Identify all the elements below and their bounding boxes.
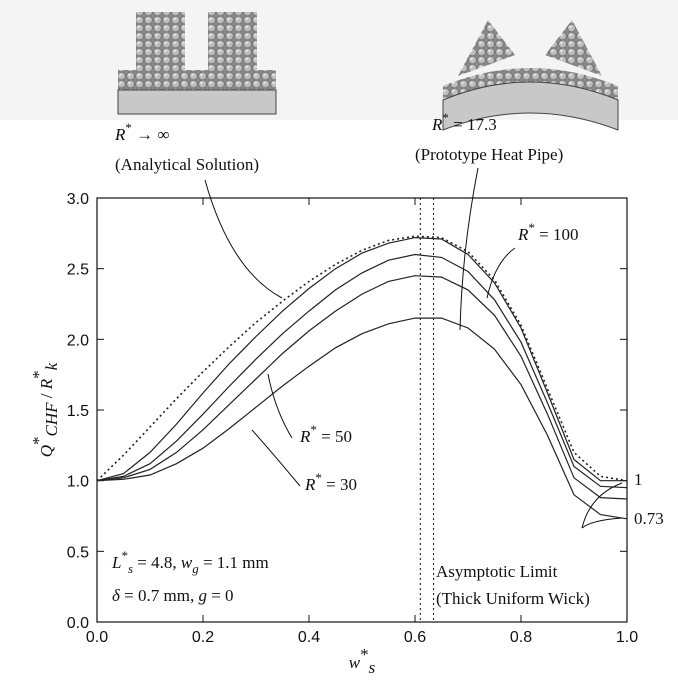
annotation-part: = 4.8, (133, 553, 181, 572)
annotation: (Analytical Solution) (115, 155, 259, 174)
annotation-part: * (125, 120, 132, 135)
x-axis-label-part: * (360, 645, 369, 664)
curve (96, 253, 628, 489)
leader-line (486, 247, 516, 299)
annotation-part: = 30 (322, 475, 357, 494)
annotation-part: * (528, 220, 535, 235)
leader-line (581, 482, 623, 529)
annotation-part: (Thick Uniform Wick) (436, 589, 590, 608)
annotation: R* = 50 (299, 422, 352, 446)
annotation: R* = 30 (304, 470, 357, 494)
leader-line (581, 517, 623, 529)
y-axis-label-part: * (29, 370, 48, 379)
annotation-part: R (299, 427, 311, 446)
annotation-part: = 0 (207, 586, 234, 605)
annotation-part: L (111, 553, 121, 572)
annotation-part: w (181, 553, 193, 572)
y-axis-label-part: Q (37, 445, 56, 457)
annotation-part: R (304, 475, 316, 494)
y-axis-label-part: * (29, 436, 48, 445)
annotation-part: g (192, 561, 199, 576)
x-tick-label: 1.0 (616, 629, 638, 646)
x-axis-label: w*s (349, 645, 376, 677)
annotation-part: R (431, 115, 443, 134)
annotation-part: R (114, 125, 126, 144)
annotation-part: = 1.1 mm (199, 553, 269, 572)
curve (96, 236, 627, 482)
flat-wick-illustration (117, 12, 277, 115)
y-tick-label: 1.5 (67, 403, 89, 420)
annotation-part: δ (112, 586, 121, 605)
annotation: Asymptotic Limit (436, 562, 558, 581)
y-axis-label-part: CHF (42, 402, 61, 437)
annotation-part: (Prototype Heat Pipe) (415, 145, 563, 164)
annotation-part: → ∞ (132, 125, 170, 144)
y-tick-label: 0.0 (67, 615, 89, 632)
annotation-part: Asymptotic Limit (436, 562, 558, 581)
y-axis-label-part: / (37, 389, 56, 402)
curved-wick-illustration (442, 20, 619, 131)
annotation: R* = 17.3 (431, 110, 497, 134)
y-axis-label: Q*CHF / R*k (29, 362, 61, 457)
annotation: R* → ∞ (114, 120, 170, 144)
annotation: δ = 0.7 mm, g = 0 (112, 586, 234, 605)
annotation-part: * (442, 110, 449, 125)
x-tick-label: 0.8 (510, 629, 532, 646)
annotation: 0.73 (634, 509, 664, 528)
y-tick-label: 3.0 (67, 191, 89, 208)
annotation: 1 (634, 470, 643, 489)
annotation-part: R (517, 225, 529, 244)
annotation: L*s = 4.8, wg = 1.1 mm (111, 548, 269, 576)
annotation: (Prototype Heat Pipe) (415, 145, 563, 164)
annotation-part: = 0.7 mm, (120, 586, 199, 605)
annotation-part: g (198, 586, 207, 605)
x-axis-label-part: s (369, 658, 376, 677)
leader-line (204, 179, 283, 299)
y-tick-label: 1.0 (67, 474, 89, 491)
annotation-part: = 17.3 (449, 115, 497, 134)
annotation-part: * (121, 548, 128, 563)
annotation-part: s (128, 561, 133, 576)
x-tick-label: 0.6 (404, 629, 426, 646)
leader-line (459, 167, 479, 331)
y-tick-label: 2.0 (67, 332, 89, 349)
annotation: (Thick Uniform Wick) (436, 589, 590, 608)
annotation-part: * (310, 422, 317, 437)
y-tick-label: 2.5 (67, 262, 89, 279)
curve (96, 235, 628, 482)
annotation-part: = 50 (317, 427, 352, 446)
leader-line (251, 429, 301, 487)
curve (96, 317, 628, 520)
annotation: R* = 100 (517, 220, 578, 244)
leader-line (267, 373, 293, 439)
curve (96, 275, 628, 500)
annotation-part: = 100 (535, 225, 579, 244)
y-axis-label-part: R (37, 378, 56, 390)
x-axis-label-part: w (349, 653, 361, 672)
x-tick-label: 0.4 (298, 629, 320, 646)
annotation-part: (Analytical Solution) (115, 155, 259, 174)
annotation-part: * (315, 470, 322, 485)
annotation-part: 0.73 (634, 509, 664, 528)
y-tick-label: 0.5 (67, 544, 89, 561)
x-tick-label: 0.2 (192, 629, 214, 646)
y-axis-label-part: k (42, 362, 61, 370)
annotation-part: 1 (634, 470, 643, 489)
x-tick-label: 0.0 (86, 629, 108, 646)
